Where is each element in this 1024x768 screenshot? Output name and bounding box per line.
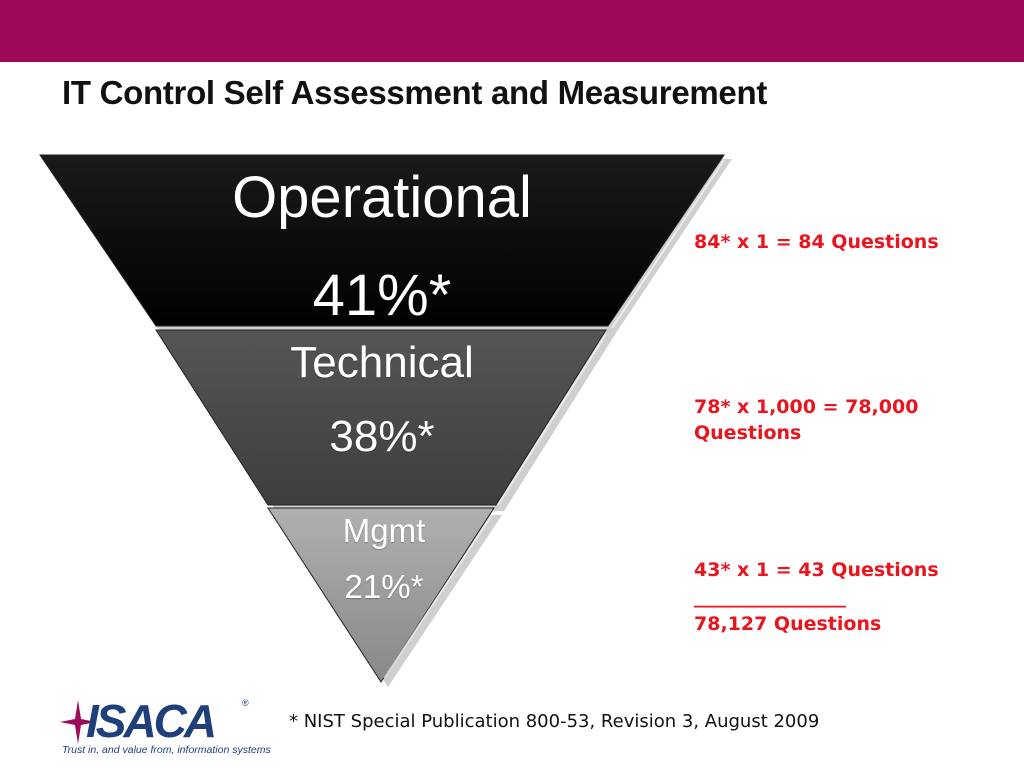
footnote: * NIST Special Publication 800-53, Revis…: [289, 711, 820, 732]
logo-tagline: Trust in, and value from, information sy…: [62, 744, 271, 756]
mgmt-percent: 21%*: [344, 568, 424, 605]
technical-label: Technical: [290, 338, 474, 387]
total-questions: 78,127 Questions: [694, 613, 882, 635]
operational-percent: 41%*: [312, 263, 452, 328]
logo-registered-mark: ®: [242, 698, 249, 708]
operational-calculation: 84* x 1 = 84 Questions: [694, 231, 939, 253]
mgmt-tier: [267, 507, 495, 683]
slide-title: IT Control Self Assessment and Measureme…: [62, 74, 768, 111]
operational-label: Operational: [232, 165, 532, 230]
top-banner: [0, 0, 1024, 62]
isaca-logo: ISACA ® Trust in, and value from, inform…: [58, 695, 271, 760]
logo-star-icon: [60, 700, 96, 744]
technical-calculation: 78* x 1,000 = 78,000 Questions: [694, 396, 919, 444]
technical-tier: [155, 329, 607, 506]
operational-tier: [39, 154, 725, 327]
technical-bevel: [497, 333, 607, 506]
mgmt-label: Mgmt: [342, 512, 426, 549]
operational-bevel: [611, 159, 725, 329]
mgmt-calculation: 43* x 1 = 43 Questions: [694, 559, 939, 581]
logo-wordmark: ISACA: [86, 695, 217, 747]
total-divider: ________________: [694, 586, 846, 608]
mgmt-bevel: [383, 511, 495, 679]
technical-percent: 38%*: [329, 412, 435, 461]
